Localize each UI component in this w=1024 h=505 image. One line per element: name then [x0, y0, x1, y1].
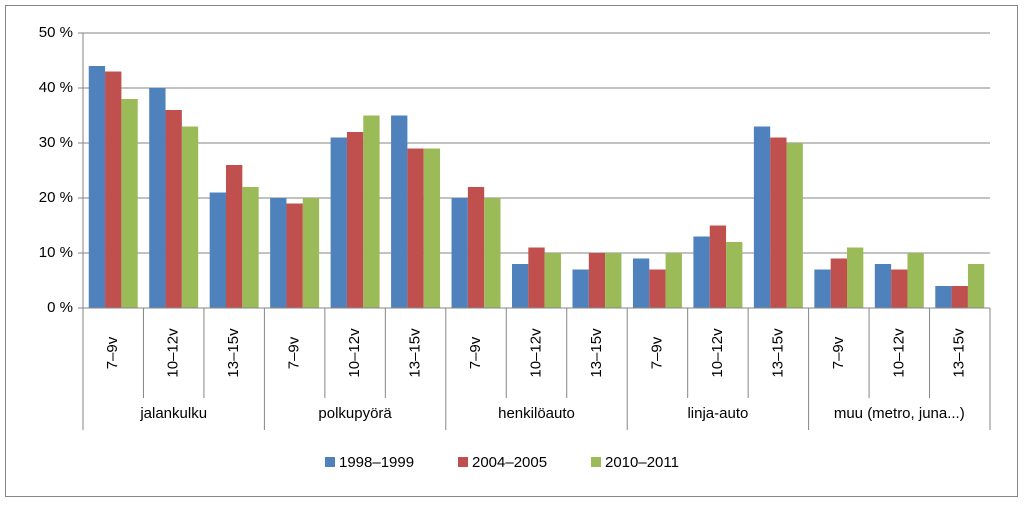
x-tick-label: 7–9v — [286, 336, 303, 369]
bar — [330, 137, 347, 308]
bar — [88, 66, 106, 308]
y-tick-label: 30 % — [39, 134, 73, 151]
group-label: polkupyörä — [318, 405, 392, 422]
x-tick-label: 13–15v — [951, 328, 968, 378]
bar — [572, 269, 589, 308]
bar — [967, 264, 985, 308]
bar — [770, 137, 787, 308]
bar — [302, 198, 320, 308]
x-tick-label: 10–12v — [709, 328, 726, 378]
x-tick-label: 10–12v — [346, 328, 363, 378]
x-tick-label: 7–9v — [648, 336, 665, 369]
bar — [814, 269, 831, 308]
bar — [830, 258, 847, 308]
legend-swatch — [325, 457, 335, 467]
x-tick-label: 13–15v — [769, 328, 786, 378]
x-tick-label: 7–9v — [830, 336, 847, 369]
bar — [709, 225, 727, 308]
legend-label: 2010–2011 — [605, 454, 679, 471]
x-tick-label: 10–12v — [165, 328, 182, 378]
y-tick-label: 20 % — [39, 189, 73, 206]
bar — [753, 126, 771, 308]
bar — [242, 187, 259, 308]
y-tick-label: 50 % — [39, 24, 73, 41]
bar — [874, 264, 892, 308]
bar — [467, 187, 485, 308]
legend-label: 2004–2005 — [472, 454, 547, 471]
bar — [149, 88, 166, 308]
bar — [226, 165, 243, 308]
bar — [346, 132, 364, 308]
bar — [786, 143, 803, 308]
bar — [484, 198, 501, 308]
x-tick-label: 10–12v — [890, 328, 907, 378]
bar — [935, 286, 952, 308]
bar — [286, 203, 303, 308]
bar — [632, 258, 650, 308]
bar — [588, 253, 606, 308]
bar — [726, 242, 743, 308]
y-tick-label: 10 % — [39, 244, 73, 261]
bar — [693, 236, 710, 308]
bar — [165, 110, 182, 308]
group-label: henkilöauto — [498, 405, 575, 422]
group-label: muu (metro, juna...) — [834, 405, 965, 422]
bar — [951, 286, 968, 308]
bar — [907, 253, 924, 308]
bar — [407, 148, 424, 308]
bar — [423, 148, 441, 308]
legend-label: 1998–1999 — [339, 454, 414, 471]
legend-swatch — [591, 457, 601, 467]
bar — [649, 269, 666, 308]
y-tick-label: 0 % — [47, 299, 73, 316]
legend-swatch — [458, 457, 468, 467]
x-tick-label: 13–15v — [407, 328, 424, 378]
group-label: linja-auto — [687, 405, 748, 422]
x-tick-label: 13–15v — [588, 328, 605, 378]
bar — [665, 253, 682, 308]
bar — [121, 99, 138, 308]
bar — [451, 198, 468, 308]
bar — [605, 253, 622, 308]
bar — [181, 126, 199, 308]
bar — [391, 115, 408, 308]
x-tick-label: 7–9v — [467, 336, 484, 369]
bar — [544, 253, 561, 308]
bar — [105, 71, 122, 308]
x-tick-label: 13–15v — [225, 328, 242, 378]
bar — [512, 264, 529, 308]
bar — [270, 198, 287, 308]
bar — [846, 247, 864, 308]
bar — [363, 115, 380, 308]
x-tick-label: 10–12v — [527, 328, 544, 378]
y-tick-label: 40 % — [39, 79, 73, 96]
bar — [891, 269, 908, 308]
bar — [209, 192, 227, 308]
bar — [528, 247, 545, 308]
x-tick-label: 7–9v — [104, 336, 121, 369]
group-label: jalankulku — [139, 405, 207, 422]
